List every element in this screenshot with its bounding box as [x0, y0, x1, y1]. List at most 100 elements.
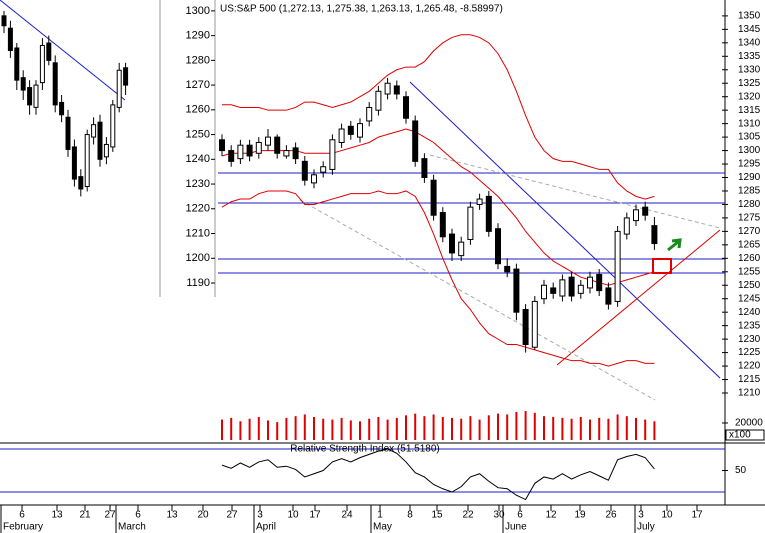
rsi-tick-label: 50	[735, 465, 747, 476]
candle-body	[97, 121, 103, 160]
rsi-title: Relative Strength Index (51.5180)	[290, 444, 440, 455]
y-tick-label: 1245	[738, 293, 761, 304]
candle-body	[513, 268, 520, 313]
candle-body	[550, 287, 557, 294]
candle-body	[531, 300, 538, 348]
y-tick-label: 1315	[738, 105, 761, 116]
candle-body	[559, 279, 566, 297]
x-tick-label: 3	[638, 510, 644, 521]
x-tick-label: 20	[197, 510, 209, 521]
x-tick-label: 17	[691, 510, 703, 521]
candle-body	[123, 67, 129, 86]
y2-tick-label: 1270	[186, 79, 210, 91]
y2-tick-label: 1300	[186, 5, 210, 17]
candle-body	[541, 284, 547, 300]
candle-body	[403, 96, 409, 119]
x-tick-label: 27	[226, 510, 238, 521]
candle-body	[228, 150, 235, 162]
candle-body	[1, 15, 7, 27]
x-tick-label: 10	[661, 510, 673, 521]
candle-body	[52, 62, 58, 106]
candle-body	[7, 27, 13, 51]
candle-body	[103, 143, 109, 158]
y-tick-label: 1320	[738, 91, 761, 102]
candle-body	[265, 136, 271, 146]
candle-body	[504, 265, 511, 273]
month-label: February	[3, 522, 43, 533]
candle-body	[577, 284, 584, 294]
candle-body	[71, 146, 77, 180]
candle-body	[347, 125, 354, 135]
x-tick-label: 15	[431, 510, 443, 521]
month-label: May	[373, 522, 392, 533]
x-tick-label: 13	[51, 510, 63, 521]
y-tick-label: 1350	[738, 11, 761, 22]
candle-body	[421, 158, 428, 179]
candle-body	[633, 209, 639, 222]
x-tick-label: 26	[605, 510, 617, 521]
y2-tick-label: 1250	[186, 128, 210, 140]
candle-body	[366, 106, 373, 122]
x-tick-label: 8	[407, 510, 413, 521]
candle-body	[33, 84, 39, 108]
arrow-icon	[667, 238, 682, 252]
y2-tick-label: 1290	[186, 30, 210, 42]
volume-tick-label: 20000	[735, 418, 763, 429]
candle-body	[357, 123, 363, 138]
candle-body	[375, 90, 382, 111]
candle-body	[642, 206, 649, 216]
candle-body	[311, 174, 317, 184]
x-tick-label: 6	[19, 510, 25, 521]
x-tick-label: 6	[135, 510, 141, 521]
candle-body	[20, 77, 26, 91]
x-tick-label: 30	[493, 510, 505, 521]
band-line	[222, 34, 655, 200]
y-tick-label: 1295	[738, 159, 761, 170]
y-tick-label: 1275	[738, 213, 761, 224]
candle-body	[78, 176, 84, 190]
x-tick-label: 10	[287, 510, 299, 521]
candle-body	[485, 195, 492, 232]
trend-line	[556, 229, 721, 366]
candle-body	[651, 225, 658, 245]
x-tick-label: 22	[462, 510, 474, 521]
y-tick-label: 1330	[738, 64, 761, 75]
candle-body	[587, 276, 593, 289]
candle-body	[283, 150, 290, 157]
y-tick-label: 1280	[738, 199, 761, 210]
candle-body	[91, 124, 97, 138]
x-tick-label: 3	[257, 510, 263, 521]
x-tick-label: 13	[166, 510, 178, 521]
y2-tick-label: 1240	[186, 153, 210, 165]
y-tick-label: 1310	[738, 118, 761, 129]
candle-body	[246, 144, 253, 157]
y-tick-label: 1220	[738, 361, 761, 372]
candle-body	[255, 141, 262, 154]
candle-body	[39, 45, 45, 84]
x-tick-label: 1	[377, 510, 383, 521]
x-tick-label: 12	[545, 510, 557, 521]
candle-body	[27, 87, 33, 106]
volume-scale-label: x100	[729, 430, 751, 441]
candle-body	[393, 85, 400, 95]
candle-body	[449, 233, 455, 254]
candle-body	[522, 308, 529, 346]
trend-line	[409, 81, 721, 379]
month-label: July	[637, 522, 655, 533]
channel-line	[429, 154, 721, 229]
x-tick-label: 21	[79, 510, 91, 521]
x-tick-label: 17	[309, 510, 321, 521]
band-line	[221, 190, 655, 367]
candle-body	[467, 206, 474, 240]
candle-body	[292, 147, 299, 160]
candle-body	[476, 198, 483, 205]
y-tick-label: 1290	[738, 172, 761, 183]
y-tick-label: 1335	[738, 51, 761, 62]
month-label: June	[505, 522, 527, 533]
candle-body	[329, 139, 336, 170]
candle-body	[412, 120, 419, 162]
y-tick-label: 1305	[738, 132, 761, 143]
candle-body	[116, 69, 122, 108]
y2-tick-label: 1220	[186, 203, 210, 215]
